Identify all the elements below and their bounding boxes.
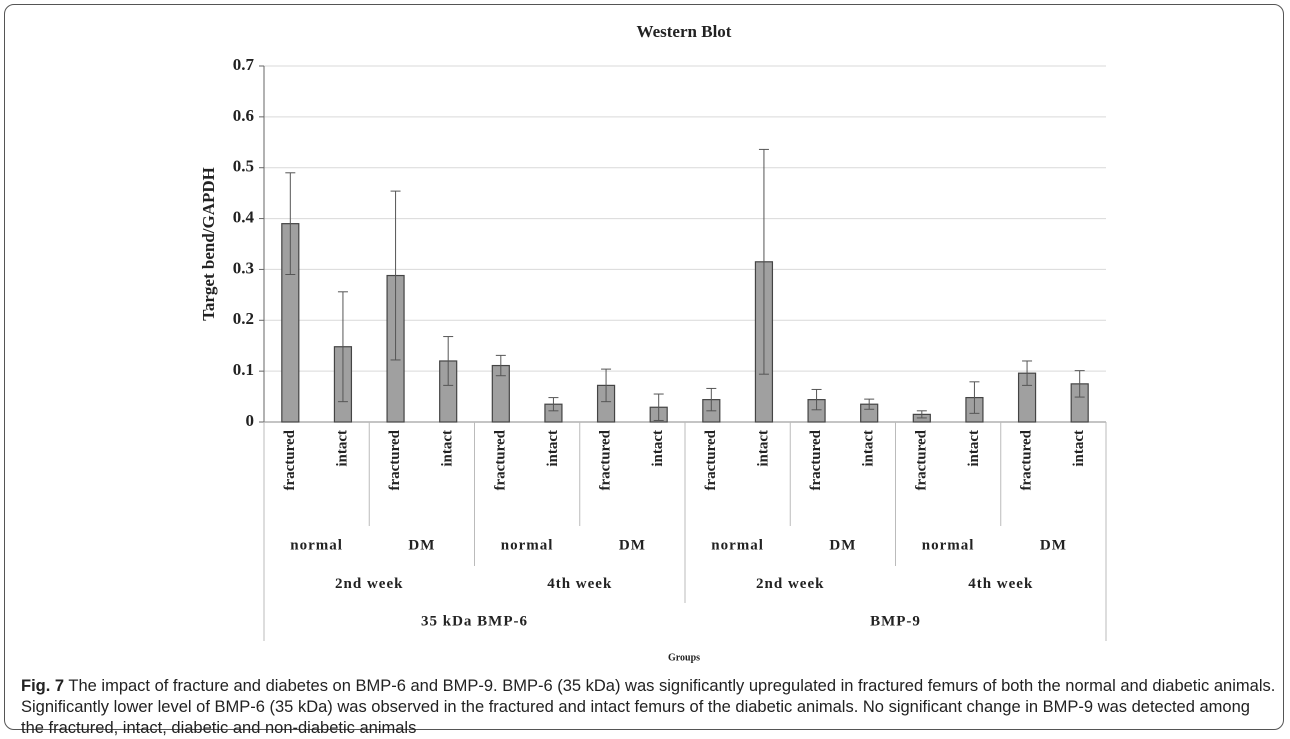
group-label: DM (619, 537, 646, 553)
group-label: 2nd week (756, 576, 824, 592)
x-tick-label: fractured (492, 429, 508, 490)
x-tick-label: intact (650, 430, 666, 467)
group-label: DM (829, 537, 856, 553)
y-tick-label: 0.5 (233, 157, 254, 176)
group-label: BMP-9 (870, 613, 921, 629)
group-label: normal (290, 537, 343, 553)
y-tick-label: 0.2 (233, 309, 254, 328)
x-tick-label: fractured (703, 429, 719, 490)
group-label: normal (711, 537, 764, 553)
group-label: normal (501, 537, 554, 553)
y-axis-label: Target bend/GAPDH (199, 167, 218, 321)
x-tick-label: fractured (913, 429, 929, 490)
x-tick-label: intact (755, 430, 771, 467)
x-tick-label: intact (545, 430, 561, 467)
caption-label: Fig. 7 (21, 677, 65, 695)
x-axis-label: Groups (668, 652, 700, 663)
x-tick-label: fractured (282, 429, 298, 490)
x-tick-label: intact (966, 430, 982, 467)
group-label: 2nd week (335, 576, 403, 592)
y-tick-label: 0 (246, 411, 255, 430)
x-tick-label: fractured (387, 429, 403, 490)
y-tick-label: 0.6 (233, 106, 254, 125)
x-tick-label: intact (1071, 430, 1087, 467)
group-label: DM (1040, 537, 1067, 553)
y-tick-label: 0.7 (233, 55, 255, 74)
x-tick-label: intact (440, 430, 456, 467)
x-tick-label: fractured (1019, 429, 1035, 490)
group-label: 35 kDa BMP-6 (421, 613, 528, 629)
chart: Western Blot Groups Target bend/GAPDH 0 0… (199, 22, 1107, 663)
caption-text: The impact of fracture and diabetes on B… (21, 677, 1276, 737)
x-tick-label: fractured (598, 429, 614, 490)
caption: Fig. 7 The impact of fracture and diabet… (21, 676, 1276, 739)
group-label: 4th week (968, 576, 1033, 592)
y-tick-label: 0.3 (233, 258, 254, 277)
y-tick-label: 0.1 (233, 360, 254, 379)
chart-title: Western Blot (637, 22, 732, 41)
group-label: normal (922, 537, 975, 553)
group-label: DM (408, 537, 435, 553)
figure: Western Blot Groups Target bend/GAPDH 0 0… (4, 4, 1284, 737)
x-tick-label: intact (861, 430, 877, 467)
group-label: 4th week (547, 576, 612, 592)
x-tick-label: fractured (808, 429, 824, 490)
x-tick-label: intact (334, 430, 350, 467)
y-tick-label: 0.4 (233, 207, 255, 226)
